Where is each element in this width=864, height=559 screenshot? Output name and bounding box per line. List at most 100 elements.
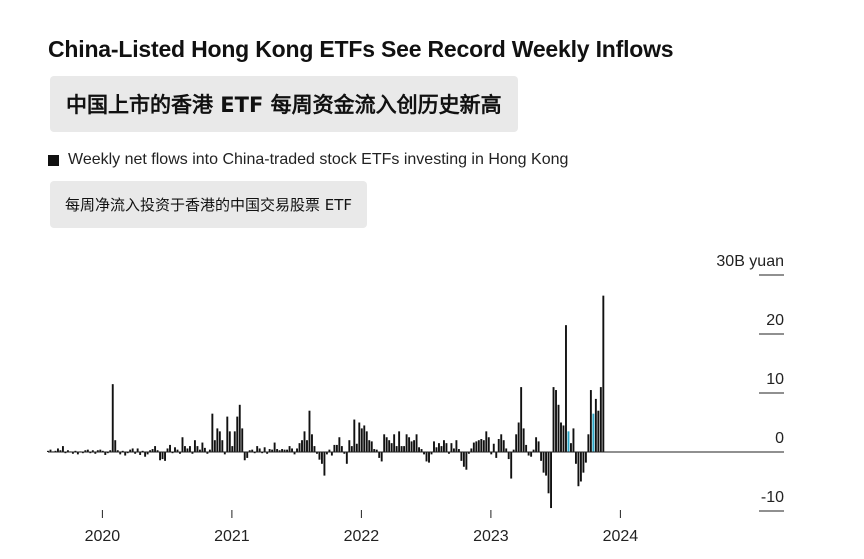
- bar: [345, 452, 348, 464]
- bar: [258, 448, 261, 452]
- bar: [574, 452, 577, 464]
- bar: [587, 434, 590, 452]
- bar: [193, 440, 196, 452]
- bar: [276, 449, 279, 452]
- bar: [510, 452, 513, 479]
- y-tick-label: 30B yuan: [716, 253, 784, 270]
- bar: [492, 443, 495, 452]
- bar: [91, 450, 94, 452]
- bar: [460, 452, 463, 461]
- bar: [119, 452, 122, 455]
- bar: [54, 450, 57, 452]
- bar: [420, 449, 423, 452]
- bar: [572, 428, 575, 452]
- bar: [134, 452, 137, 454]
- bar: [156, 450, 159, 452]
- bar: [383, 434, 386, 452]
- bar: [577, 452, 580, 487]
- bar: [59, 450, 62, 452]
- bar: [485, 431, 488, 452]
- bar: [477, 440, 480, 452]
- bar: [291, 448, 293, 452]
- bar: [545, 452, 548, 476]
- bar: [490, 452, 493, 455]
- bar: [550, 452, 552, 509]
- bar: [363, 425, 366, 452]
- bar: [149, 450, 152, 452]
- bar: [161, 452, 164, 460]
- bar: [146, 452, 149, 455]
- bar: [266, 452, 269, 454]
- bar: [403, 446, 406, 452]
- bar: [380, 452, 383, 462]
- bar: [462, 452, 465, 467]
- bar: [81, 452, 84, 454]
- bar: [482, 440, 485, 452]
- bar: [308, 410, 311, 452]
- bar: [375, 449, 378, 452]
- bar: [126, 452, 129, 454]
- bar: [191, 452, 194, 454]
- bar: [455, 440, 458, 452]
- bar: [475, 441, 478, 452]
- bar: [452, 448, 455, 452]
- bar: [330, 452, 333, 456]
- bar: [565, 325, 567, 452]
- bar: [333, 444, 336, 452]
- bar: [465, 452, 468, 470]
- bar: [579, 452, 582, 482]
- bar: [447, 452, 450, 454]
- bar: [370, 441, 373, 452]
- bar: [271, 449, 274, 452]
- bar: [221, 440, 224, 452]
- bar: [507, 452, 510, 460]
- bar: [169, 444, 171, 452]
- bar: [410, 441, 413, 452]
- bar: [557, 404, 560, 452]
- bar: [438, 443, 440, 452]
- bar: [512, 449, 515, 452]
- bar: [425, 452, 428, 462]
- bar: [542, 452, 545, 473]
- bar: [198, 449, 201, 452]
- bar: [570, 443, 572, 452]
- bar: [390, 443, 393, 452]
- legend-square-icon: [48, 154, 59, 166]
- bar: [293, 452, 296, 455]
- bar: [246, 452, 249, 458]
- chart-subtitle: Weekly net flows into China-traded stock…: [48, 151, 568, 169]
- bar: [288, 446, 291, 452]
- bar: [159, 452, 162, 461]
- bar: [480, 439, 483, 452]
- bar: [74, 450, 77, 452]
- bar: [89, 452, 92, 454]
- chart-title: China-Listed Hong Kong ETFs See Record W…: [48, 36, 674, 62]
- bar: [599, 387, 602, 452]
- bar: [393, 434, 396, 452]
- bar: [101, 450, 104, 452]
- y-tick-label: 20: [766, 312, 784, 329]
- bar: [323, 452, 326, 476]
- bar: [440, 446, 443, 452]
- bar: [517, 422, 520, 452]
- bar: [535, 437, 538, 452]
- bar: [106, 452, 109, 454]
- bar: [520, 387, 523, 452]
- bar: [223, 452, 226, 455]
- subtitle-text: Weekly net flows into China-traded stock…: [68, 151, 569, 168]
- y-tick-label: -10: [761, 489, 784, 506]
- bar: [66, 450, 69, 452]
- x-tick-label: 2023: [473, 528, 509, 545]
- bar: [395, 446, 398, 452]
- x-tick-label: 2021: [214, 528, 250, 545]
- bar: [400, 446, 403, 452]
- bar: [311, 434, 313, 452]
- bar: [527, 452, 530, 456]
- bar-highlighted: [567, 431, 570, 452]
- bar: [418, 447, 420, 452]
- bar: [398, 431, 401, 452]
- bar: [49, 449, 52, 452]
- bar: [109, 450, 112, 452]
- bar: [141, 450, 144, 452]
